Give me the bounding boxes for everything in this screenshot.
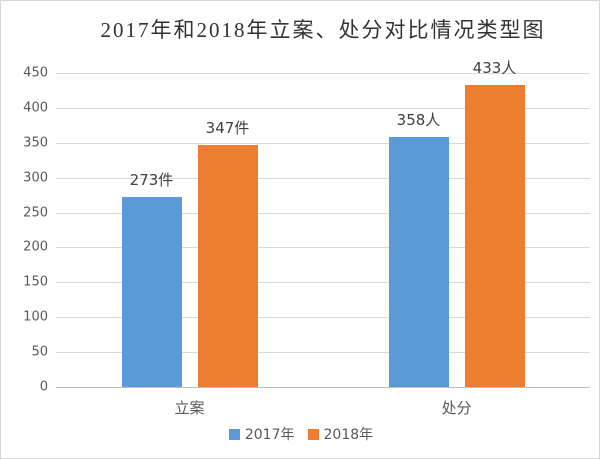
gridline <box>56 282 590 284</box>
bar-value-label: 358人 <box>396 111 441 130</box>
x-category-label: 处分 <box>441 399 472 417</box>
legend-label: 2018年 <box>323 427 374 443</box>
legend-item-series0: 2017年 <box>228 424 295 444</box>
legend-swatch-icon <box>228 428 240 440</box>
x-category-label: 立案 <box>174 399 205 417</box>
y-axis-tick-label: 350 <box>23 135 48 151</box>
gridline <box>56 142 590 144</box>
gridline <box>56 177 590 179</box>
gridline <box>56 247 590 249</box>
y-axis-tick-label: 250 <box>23 205 48 221</box>
gridline <box>56 352 590 354</box>
legend-item-series1: 2018年 <box>307 424 374 444</box>
y-axis-tick-label: 100 <box>23 309 48 325</box>
y-axis-tick-label: 50 <box>31 344 48 360</box>
gridline <box>56 317 590 319</box>
y-axis-tick-label: 400 <box>23 100 48 116</box>
bar-series1-cat0 <box>197 144 258 387</box>
x-axis-line <box>56 387 590 388</box>
bar-series0-cat1 <box>388 137 449 387</box>
bar-value-label: 433人 <box>472 58 517 77</box>
y-axis-tick-label: 150 <box>23 274 48 290</box>
bar-series0-cat0 <box>121 196 182 387</box>
chart-title: 2017年和2018年立案、处分对比情况类型图 <box>100 18 546 42</box>
legend: 2017年 2018年 <box>1 424 599 444</box>
y-axis-tick-label: 450 <box>23 65 48 81</box>
y-axis-tick-label: 300 <box>23 170 48 186</box>
gridline <box>56 107 590 109</box>
bar-value-label: 273件 <box>129 170 174 189</box>
bar-value-label: 347件 <box>205 118 250 137</box>
plot-area: 0 50 100 150 200 250 300 350 400 450 273件 347件 358人… <box>23 59 590 417</box>
y-axis-tick-label: 0 <box>39 379 48 395</box>
gridline <box>56 73 590 74</box>
gridline <box>56 212 590 214</box>
bar-series1-cat1 <box>464 84 525 387</box>
y-axis-tick-label: 200 <box>23 239 48 255</box>
legend-swatch-icon <box>307 428 319 440</box>
legend-label: 2017年 <box>244 427 295 443</box>
